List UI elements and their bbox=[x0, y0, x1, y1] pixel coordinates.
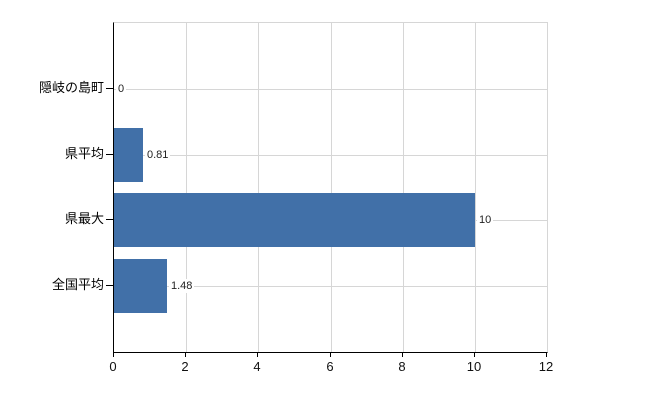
x-gridline bbox=[258, 23, 259, 352]
x-axis-tick bbox=[113, 352, 114, 357]
bar-value-label: 1.48 bbox=[169, 279, 195, 293]
y-axis-tick bbox=[106, 88, 113, 89]
bar bbox=[114, 193, 475, 247]
x-tick-label: 2 bbox=[181, 359, 189, 374]
bar-value-label: 0.81 bbox=[145, 148, 171, 162]
bar-value-label: 10 bbox=[477, 213, 494, 227]
y-axis-tick bbox=[106, 219, 113, 220]
x-gridline bbox=[403, 23, 404, 352]
x-tick-label: 12 bbox=[538, 359, 554, 374]
plot-area: 0 0.81 10 1.48 bbox=[113, 22, 548, 353]
x-axis-tick bbox=[185, 352, 186, 357]
x-gridline bbox=[331, 23, 332, 352]
bar bbox=[114, 128, 143, 182]
x-gridline bbox=[186, 23, 187, 352]
category-label: 県最大 bbox=[64, 211, 104, 226]
x-tick-label: 6 bbox=[326, 359, 334, 374]
x-axis-tick bbox=[402, 352, 403, 357]
x-tick-label: 10 bbox=[466, 359, 482, 374]
x-axis-tick bbox=[330, 352, 331, 357]
y-gridline bbox=[114, 286, 547, 287]
bar bbox=[114, 259, 167, 313]
y-gridline bbox=[114, 89, 547, 90]
y-axis-tick bbox=[106, 154, 113, 155]
category-label: 全国平均 bbox=[51, 277, 104, 292]
x-gridline bbox=[475, 23, 476, 352]
x-tick-label: 8 bbox=[398, 359, 406, 374]
category-label: 県平均 bbox=[64, 146, 104, 161]
x-axis-tick bbox=[257, 352, 258, 357]
bar-value-label: 0 bbox=[116, 82, 127, 96]
y-gridline bbox=[114, 155, 547, 156]
x-tick-label: 0 bbox=[109, 359, 117, 374]
category-label: 隠岐の島町 bbox=[38, 80, 104, 95]
x-axis-tick bbox=[474, 352, 475, 357]
x-tick-label: 4 bbox=[253, 359, 261, 374]
y-axis-tick bbox=[106, 285, 113, 286]
x-axis-tick bbox=[546, 352, 547, 357]
